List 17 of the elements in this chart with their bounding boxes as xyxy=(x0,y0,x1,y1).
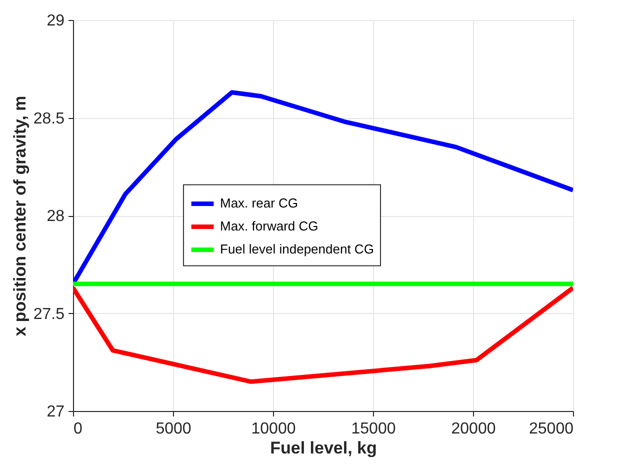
x-axis-title: Fuel level, kg xyxy=(270,438,377,458)
y-tick-label: 27.5 xyxy=(33,306,65,323)
x-tick-label: 0 xyxy=(74,420,82,438)
y-tick-label: 28 xyxy=(46,208,65,225)
y-tick-label: 28.5 xyxy=(33,110,65,128)
legend-label: Max. forward CG xyxy=(220,218,318,234)
x-tick-label: 15000 xyxy=(351,420,396,438)
legend-label: Max. rear CG xyxy=(220,196,298,211)
x-tick-label: 5000 xyxy=(156,420,192,438)
x-tick-label: 10000 xyxy=(251,420,296,438)
y-tick-label: 29 xyxy=(46,12,65,30)
x-tick-label: 20000 xyxy=(451,420,496,438)
line-series xyxy=(73,286,573,384)
legend-label: Fuel level independent CG xyxy=(220,242,374,257)
y-axis-title: x position center of gravity, m xyxy=(10,96,30,336)
x-tick-label: 25000 xyxy=(529,420,574,438)
y-tick-label: 27 xyxy=(46,404,65,420)
